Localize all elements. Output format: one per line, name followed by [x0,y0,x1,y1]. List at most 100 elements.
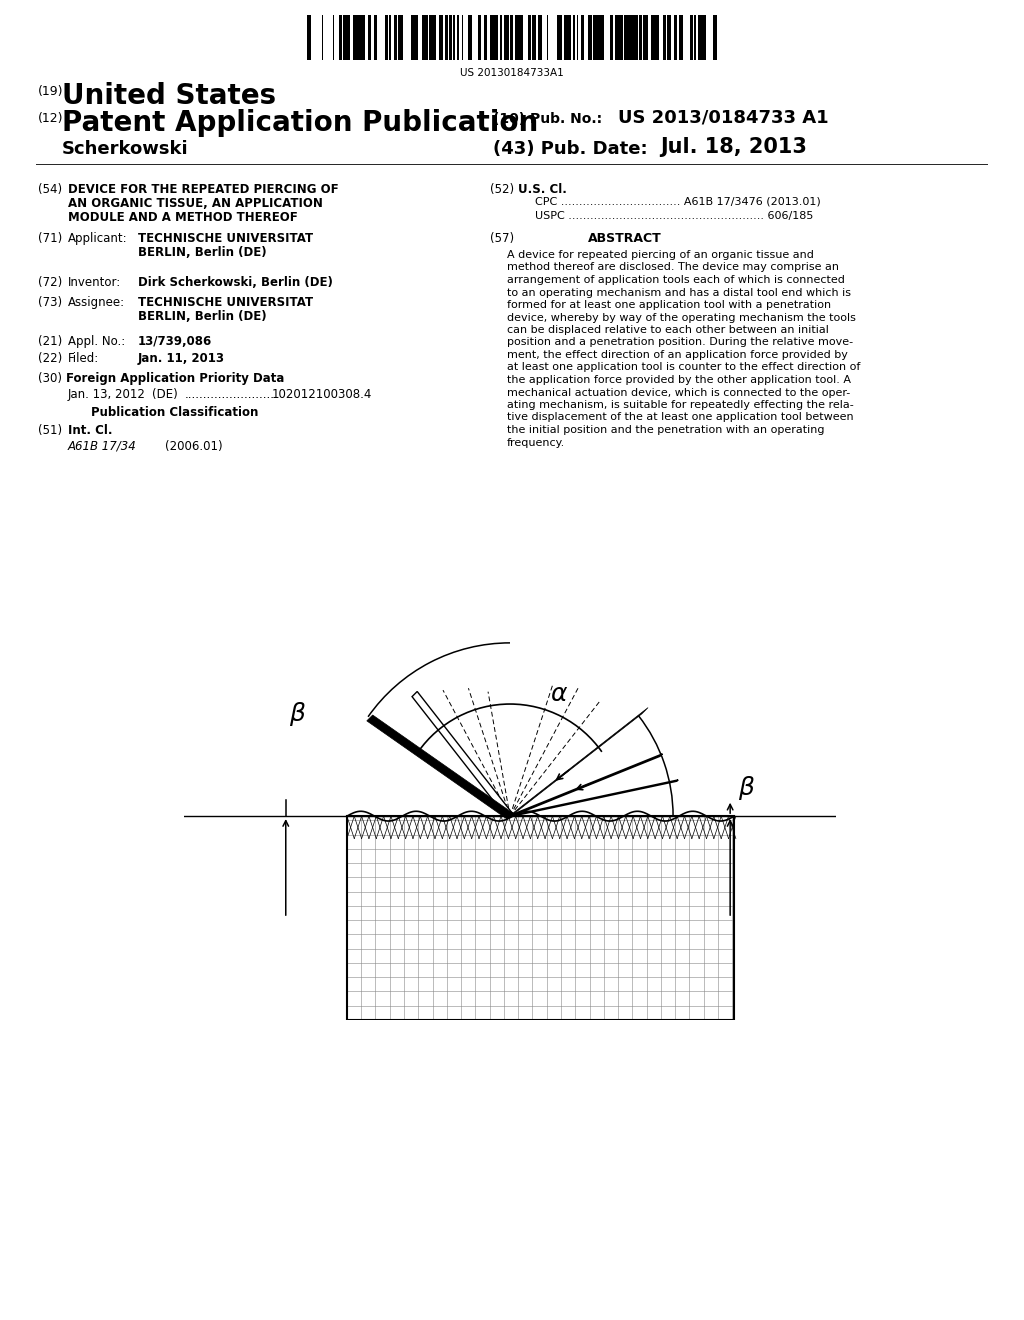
Text: DEVICE FOR THE REPEATED PIERCING OF: DEVICE FOR THE REPEATED PIERCING OF [68,183,339,195]
Bar [506,15,508,59]
Bar [469,15,470,59]
Bar [635,15,638,59]
Bar [399,15,400,59]
Text: (57): (57) [490,232,514,246]
Bar [489,15,494,59]
Bar [614,15,618,59]
Bar [698,15,700,59]
Bar [528,15,529,59]
Bar [442,15,443,59]
Text: ABSTRACT: ABSTRACT [588,232,662,246]
Bar [625,15,627,59]
Bar [343,15,346,59]
Text: Inventor:: Inventor: [68,276,121,289]
Bar [514,15,516,59]
Bar [346,15,347,59]
Text: MODULE AND A METHOD THEREOF: MODULE AND A METHOD THEREOF [68,211,298,224]
Text: the application force provided by the other application tool. A: the application force provided by the ot… [507,375,851,385]
Bar [676,15,677,59]
Bar [375,15,377,59]
Bar [429,15,431,59]
Bar [644,15,645,59]
Bar [422,15,425,59]
Text: can be displaced relative to each other between an initial: can be displaced relative to each other … [507,325,828,335]
Text: BERLIN, Berlin (DE): BERLIN, Berlin (DE) [138,246,266,259]
Bar [416,15,418,59]
Bar [594,15,596,59]
Bar [462,15,463,59]
Text: (10) Pub. No.:: (10) Pub. No.: [493,112,602,125]
Bar [414,15,416,59]
Bar [347,816,734,1020]
Bar [508,15,510,59]
Bar [581,15,584,59]
Text: (19): (19) [38,84,63,98]
Text: ment, the effect direction of an application force provided by: ment, the effect direction of an applica… [507,350,848,360]
Text: United States: United States [62,82,276,110]
Text: Filed:: Filed: [68,352,99,366]
Bar [573,15,575,59]
Text: (30): (30) [38,372,62,385]
Bar [627,15,629,59]
Bar [588,15,591,59]
Bar [617,15,618,59]
Bar [596,15,597,59]
Text: Foreign Application Priority Data: Foreign Application Priority Data [66,372,285,385]
Bar [439,15,440,59]
Text: (DE): (DE) [152,388,178,401]
Text: CPC ................................. A61B 17/3476 (2013.01): CPC ................................. A6… [535,197,821,207]
Text: US 20130184733A1: US 20130184733A1 [460,69,564,78]
Text: Scherkowski: Scherkowski [62,140,188,158]
Bar [541,15,543,59]
Bar [307,15,310,59]
Text: (2006.01): (2006.01) [165,440,222,453]
Bar [362,15,365,59]
Bar [563,15,566,59]
Polygon shape [412,692,513,818]
Text: AN ORGANIC TISSUE, AN APPLICATION: AN ORGANIC TISSUE, AN APPLICATION [68,197,323,210]
Text: device, whereby by way of the operating mechanism the tools: device, whereby by way of the operating … [507,313,856,322]
Bar [347,15,349,59]
Bar [713,15,715,59]
Polygon shape [509,780,678,817]
Text: (21): (21) [38,335,62,348]
Text: Jan. 13, 2012: Jan. 13, 2012 [68,388,145,401]
Bar [643,15,644,59]
Bar [431,15,433,59]
Text: Int. Cl.: Int. Cl. [68,424,113,437]
Bar [690,15,692,59]
Bar [663,15,666,59]
Bar [470,15,471,59]
Bar [433,15,436,59]
Polygon shape [507,708,648,820]
Text: 102012100308.4: 102012100308.4 [272,388,373,401]
Text: method thereof are disclosed. The device may comprise an: method thereof are disclosed. The device… [507,263,839,272]
Bar [602,15,604,59]
Bar [453,15,455,59]
Bar [674,15,675,59]
Bar [510,15,513,59]
Text: Publication Classification: Publication Classification [91,407,259,418]
Text: the initial position and the penetration with an operating: the initial position and the penetration… [507,425,824,436]
Bar [477,15,481,59]
Text: US 2013/0184733 A1: US 2013/0184733 A1 [618,110,828,127]
Text: Appl. No.:: Appl. No.: [68,335,125,348]
Bar [534,15,536,59]
Bar [347,816,734,838]
Text: (73): (73) [38,296,62,309]
Bar [529,15,530,59]
Text: USPC ...................................................... 606/185: USPC ...................................… [535,211,813,220]
Bar [705,15,707,59]
Bar [500,15,502,59]
Text: (51): (51) [38,424,62,437]
Bar [539,15,541,59]
Bar [566,15,568,59]
Bar [610,15,613,59]
Bar [591,15,592,59]
Bar [668,15,670,59]
Bar [632,15,635,59]
Text: (52): (52) [490,183,514,195]
Text: formed for at least one application tool with a penetration: formed for at least one application tool… [507,300,831,310]
Bar [385,15,387,59]
Text: Assignee:: Assignee: [68,296,125,309]
